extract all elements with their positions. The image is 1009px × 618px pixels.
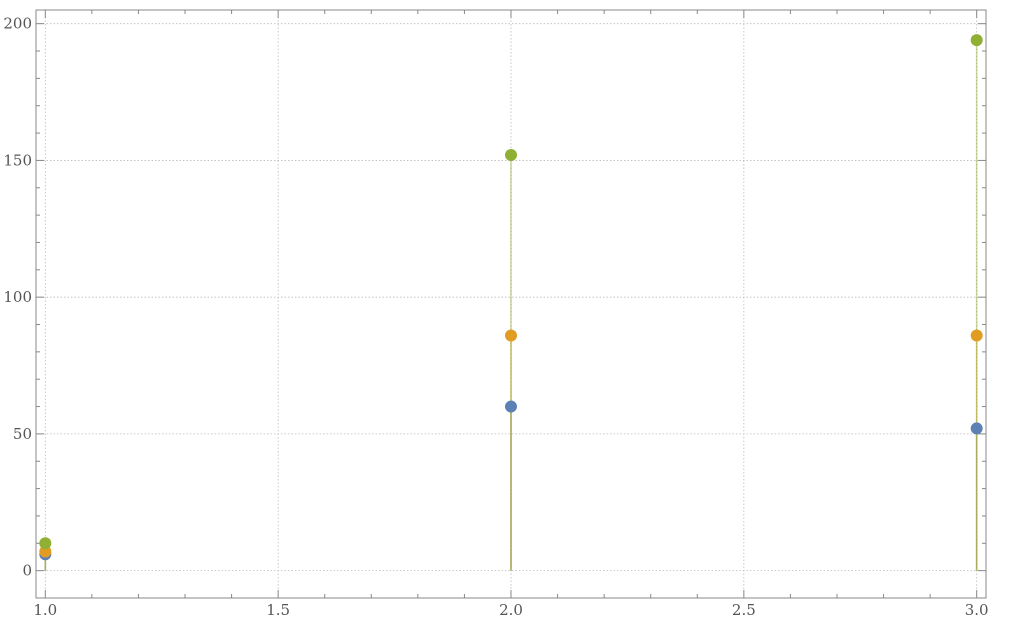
x-tick-label: 1.0 bbox=[33, 601, 57, 618]
series-3-point bbox=[39, 537, 52, 550]
y-tick-label: 100 bbox=[3, 288, 32, 306]
y-tick-label: 50 bbox=[13, 425, 32, 443]
series-3-point bbox=[970, 34, 983, 47]
x-tick-label: 3.0 bbox=[965, 601, 989, 618]
y-tick-label: 0 bbox=[22, 562, 32, 580]
ticks-layer bbox=[36, 10, 986, 599]
plot-frame bbox=[35, 9, 987, 599]
x-tick-label: 1.5 bbox=[266, 601, 290, 618]
grid-layer bbox=[36, 10, 986, 598]
series-1-point bbox=[970, 422, 983, 435]
series-2-point bbox=[39, 545, 52, 558]
series-2-point bbox=[505, 329, 517, 342]
y-tick-label: 200 bbox=[3, 15, 32, 33]
tick-labels-layer: 1.0 1.5 2.0 2.5 3.0 0 50 100 150 200 bbox=[3, 15, 988, 618]
stems-layer bbox=[44, 40, 978, 571]
x-tick-label: 2.0 bbox=[499, 601, 523, 618]
x-tick-label: 2.5 bbox=[732, 601, 756, 618]
series-3-point bbox=[505, 148, 517, 161]
points-layer bbox=[39, 34, 983, 561]
y-tick-label: 150 bbox=[3, 151, 32, 169]
series-2-point bbox=[970, 329, 983, 342]
series-1-point bbox=[505, 400, 517, 413]
